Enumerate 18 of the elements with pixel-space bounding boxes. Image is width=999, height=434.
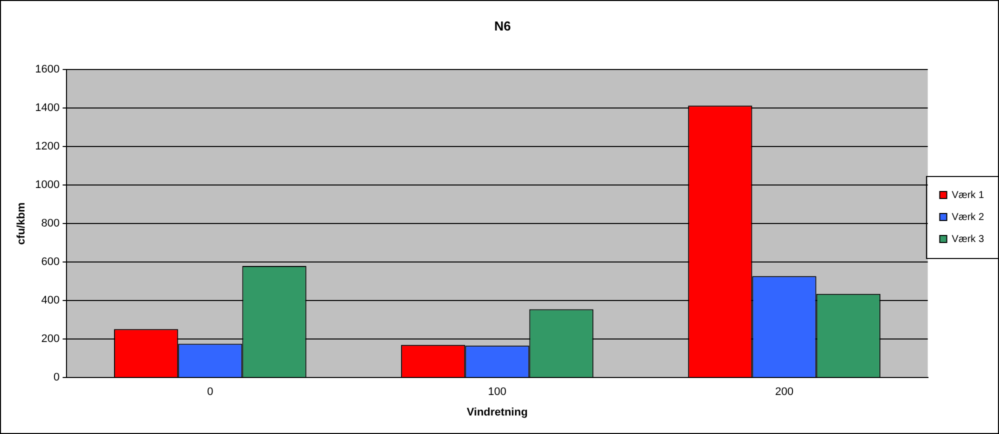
x-tick-label: 100: [488, 386, 506, 398]
x-axis-title: Vindretning: [466, 406, 528, 418]
legend-label: Værk 1: [952, 190, 984, 201]
y-tick-label: 600: [41, 256, 60, 268]
y-axis-title: cfu/kbm: [16, 202, 28, 245]
y-tick-label: 1600: [35, 64, 60, 76]
x-tick-label: 200: [775, 386, 794, 398]
legend-label: Værk 2: [952, 212, 984, 223]
y-tick-label: 0: [54, 372, 60, 384]
y-tick-label: 400: [41, 294, 60, 307]
y-tick-label: 200: [41, 333, 60, 346]
y-tick-label: 1400: [35, 102, 60, 114]
y-tick-label: 1000: [35, 179, 60, 192]
y-tick-label: 800: [41, 218, 60, 230]
x-tick-label: 0: [207, 386, 214, 398]
y-tick-label: 1200: [35, 140, 60, 153]
chart-title: N6: [494, 18, 511, 34]
legend-label: Værk 3: [952, 234, 984, 245]
